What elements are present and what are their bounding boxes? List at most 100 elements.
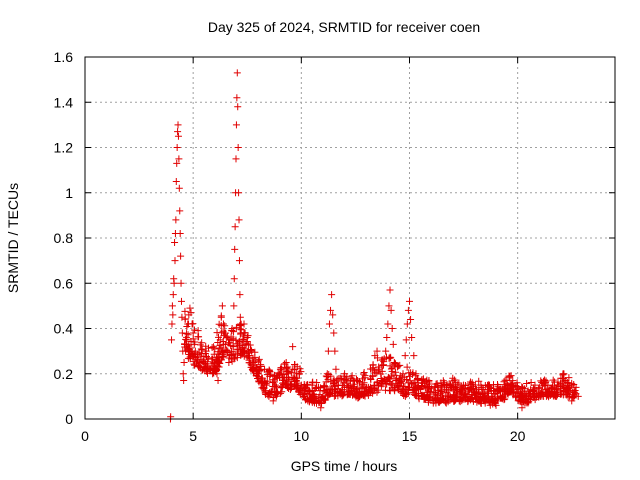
data-point — [402, 336, 410, 344]
data-point — [219, 320, 227, 328]
data-point — [574, 392, 582, 400]
data-point — [254, 357, 262, 365]
data-point — [232, 121, 240, 129]
data-point — [390, 358, 398, 366]
data-point — [327, 306, 335, 314]
data-point — [231, 223, 239, 231]
data-point — [289, 365, 297, 373]
data-point — [475, 377, 483, 385]
data-point — [306, 388, 314, 396]
data-point — [267, 388, 275, 396]
data-point — [223, 333, 231, 341]
data-point — [188, 320, 196, 328]
data-point — [461, 385, 469, 393]
data-point — [409, 386, 417, 394]
data-point — [380, 361, 388, 369]
data-point — [412, 370, 420, 378]
data-point — [348, 385, 356, 393]
data-point — [171, 257, 179, 265]
data-point — [535, 385, 543, 393]
data-point — [193, 354, 201, 362]
data-point — [269, 397, 277, 405]
data-point — [317, 384, 325, 392]
data-point — [329, 311, 337, 319]
data-point — [180, 358, 188, 366]
data-point — [362, 388, 370, 396]
data-point — [403, 376, 411, 384]
data-point — [194, 333, 202, 341]
data-point — [572, 383, 580, 391]
data-point — [256, 361, 264, 369]
data-point — [509, 377, 517, 385]
data-point — [227, 336, 235, 344]
data-point — [272, 374, 280, 382]
data-point — [570, 388, 578, 396]
data-point — [393, 374, 401, 382]
y-tick-label: 0.2 — [54, 366, 74, 382]
data-point — [177, 252, 185, 260]
data-point — [263, 381, 271, 389]
data-point — [168, 336, 176, 344]
data-point — [529, 388, 537, 396]
data-point — [358, 383, 366, 391]
data-point — [503, 377, 511, 385]
data-point — [567, 382, 575, 390]
data-point — [181, 307, 189, 315]
data-point — [501, 383, 509, 391]
data-point — [317, 404, 325, 412]
data-point — [444, 392, 452, 400]
data-point — [441, 383, 449, 391]
data-point — [408, 334, 416, 342]
data-point — [334, 381, 342, 389]
data-point — [332, 365, 340, 373]
data-point — [483, 388, 491, 396]
data-point — [234, 103, 242, 111]
data-point — [481, 399, 489, 407]
data-point — [329, 389, 337, 397]
data-point — [490, 397, 498, 405]
data-point — [292, 369, 300, 377]
data-point — [190, 340, 198, 348]
data-point — [176, 229, 184, 237]
data-point — [403, 363, 411, 371]
data-point — [462, 390, 470, 398]
data-point — [183, 330, 191, 338]
data-point — [268, 387, 276, 395]
data-point — [354, 377, 362, 385]
data-point — [296, 384, 304, 392]
data-point — [439, 396, 447, 404]
data-point — [369, 365, 377, 373]
data-point — [236, 291, 244, 299]
data-point — [325, 320, 333, 328]
data-point — [445, 380, 453, 388]
data-point — [214, 377, 222, 385]
data-point — [467, 380, 475, 388]
data-point — [320, 382, 328, 390]
data-point — [533, 390, 541, 398]
data-point — [557, 374, 565, 382]
data-point — [251, 348, 259, 356]
data-point — [399, 370, 407, 378]
data-point — [255, 355, 263, 363]
data-point — [191, 347, 199, 355]
data-point — [360, 368, 368, 376]
data-point — [235, 189, 243, 197]
data-point — [401, 352, 409, 360]
data-point — [284, 363, 292, 371]
data-point — [231, 245, 239, 253]
data-point — [450, 391, 458, 399]
data-point — [228, 325, 236, 332]
data-point — [414, 379, 422, 387]
data-point — [473, 395, 481, 403]
data-point — [217, 313, 225, 321]
y-tick-labels: 0 0.2 0.4 0.6 0.8 1 1.2 1.4 1.6 — [54, 49, 74, 427]
data-point — [232, 155, 240, 163]
data-point — [563, 386, 571, 394]
data-point — [251, 358, 259, 366]
data-point — [179, 370, 187, 378]
data-point — [377, 370, 385, 378]
data-point — [395, 381, 403, 389]
data-point — [239, 336, 247, 344]
data-point — [270, 378, 278, 386]
data-point — [311, 385, 319, 393]
